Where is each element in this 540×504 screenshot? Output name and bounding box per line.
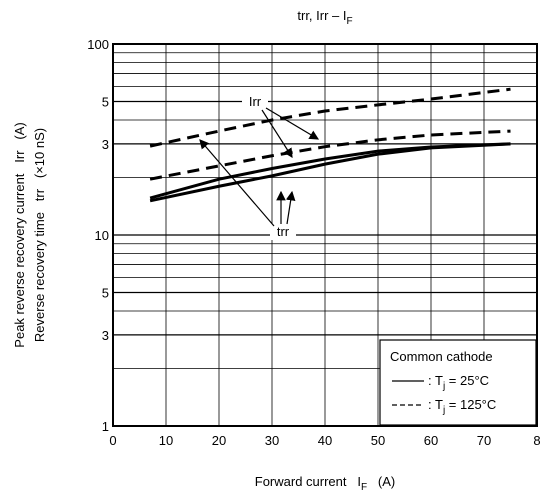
chart-title: trr, Irr – IF: [297, 8, 352, 27]
y-axis-title: Peak reverse recovery current Irr (A): [12, 122, 27, 347]
y-tick-label: 10: [95, 228, 109, 243]
arrow: [265, 107, 320, 140]
series-line: [149, 142, 511, 203]
series-line: [149, 129, 511, 181]
y-tick-label: 5: [102, 285, 109, 300]
x-tick-label: 50: [371, 433, 385, 448]
y-tick-label: 3: [102, 328, 109, 343]
plot-frame: [112, 43, 538, 427]
y-tick-label: 1: [102, 419, 109, 434]
x-tick-label: 60: [424, 433, 438, 448]
legend-label-part: : T: [428, 397, 443, 412]
series-line: [149, 87, 511, 148]
annotation: trr: [277, 224, 290, 239]
x-tick-label: 40: [318, 433, 332, 448]
x-tick-label: 10: [159, 433, 173, 448]
x-tick-label: 70: [477, 433, 491, 448]
y-tick-label: 3: [102, 137, 109, 152]
legend-box: [379, 339, 537, 426]
x-tick-label: 8: [533, 433, 540, 448]
x-axis-title: Forward current IF (A): [255, 474, 395, 493]
x-tick-label: 0: [109, 433, 116, 448]
annotation-bg: [242, 94, 268, 110]
legend-label-part: j: [442, 405, 445, 416]
legend-title: Common cathode: [390, 349, 493, 364]
y-axis-title: Reverse recovery time trr (×10 nS): [32, 128, 47, 342]
annotation: Irr: [249, 94, 262, 109]
legend-label-part: = 25°C: [445, 373, 489, 388]
arrow: [261, 109, 293, 159]
arrow: [199, 139, 275, 227]
legend-label-part: j: [442, 381, 445, 392]
y-tick-label: 100: [87, 37, 109, 52]
legend-label-part: : T: [428, 373, 443, 388]
y-tick-label: 5: [102, 94, 109, 109]
x-tick-label: 30: [265, 433, 279, 448]
arrow: [285, 190, 296, 225]
legend-label: : Tj = 125°C: [428, 397, 496, 416]
legend-label: : Tj = 25°C: [428, 373, 489, 392]
legend-label-part: = 125°C: [445, 397, 496, 412]
annotation-bg: [270, 224, 296, 240]
x-tick-label: 20: [212, 433, 226, 448]
